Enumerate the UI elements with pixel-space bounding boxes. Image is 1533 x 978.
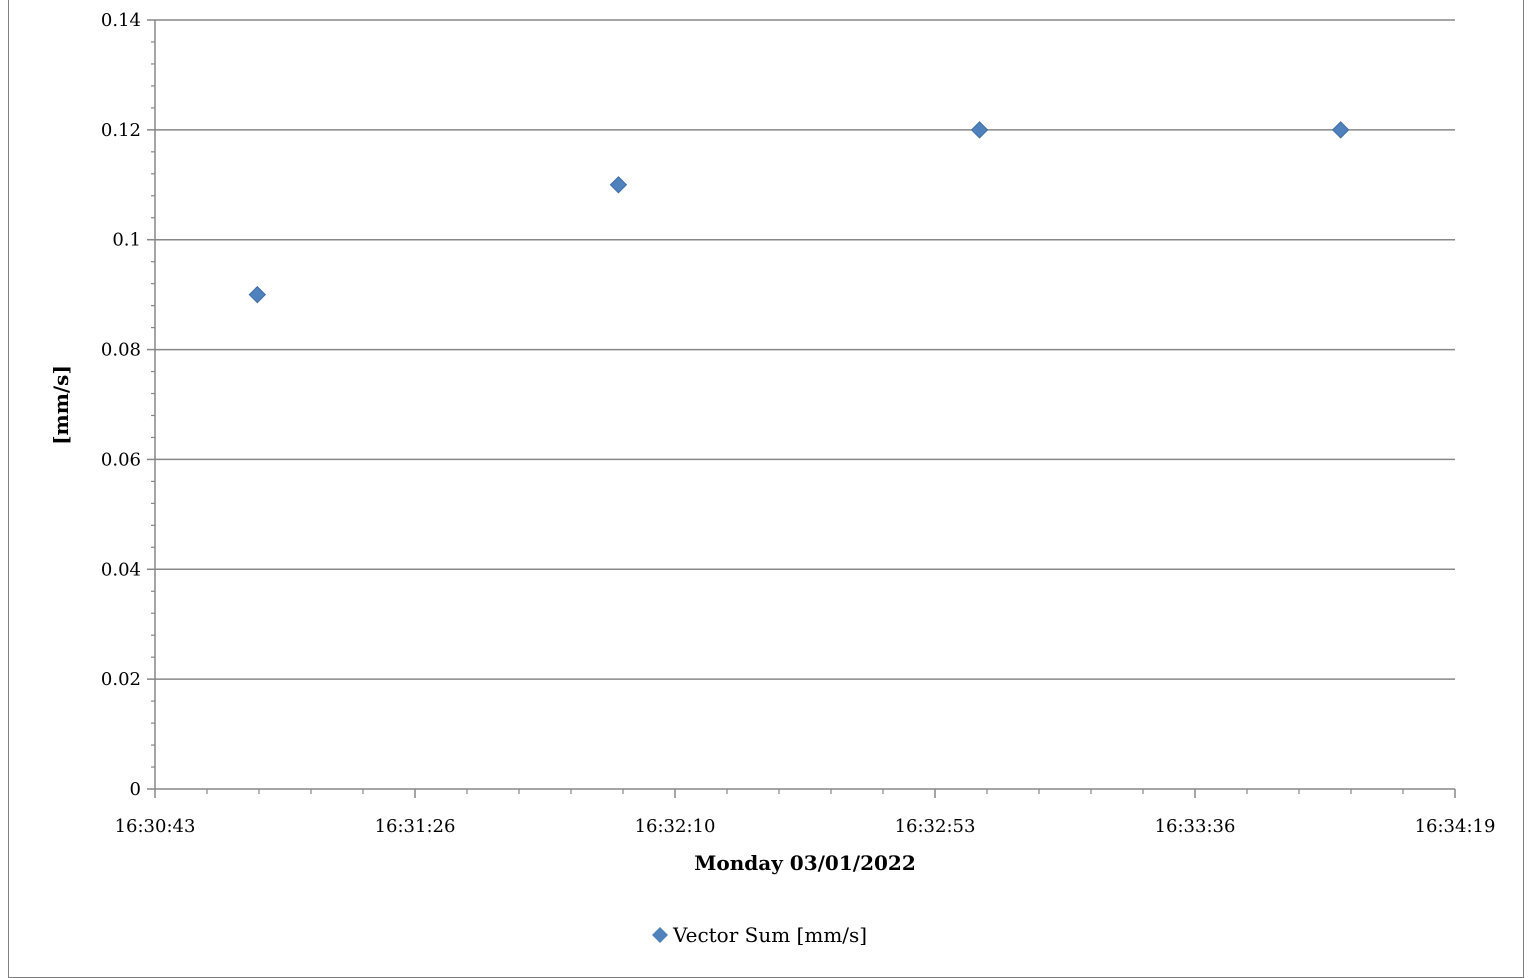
y-tick-labels: 0 0.02 0.04 0.06 0.08 0.1 0.12 0.14 — [101, 10, 141, 800]
x-tick-label: 16:34:19 — [1415, 816, 1496, 837]
grid-lines — [155, 19, 1455, 680]
y-tick-label: 0.04 — [101, 559, 141, 580]
data-point — [970, 121, 989, 139]
y-tick-label: 0.14 — [101, 10, 141, 31]
x-tick-label: 16:33:36 — [1155, 816, 1236, 837]
legend-label: Vector Sum [mm/s] — [672, 923, 867, 947]
legend: Vector Sum [mm/s] — [652, 923, 867, 947]
y-axis-title: [mm/s] — [49, 365, 73, 445]
y-tick-label: 0.1 — [112, 230, 141, 251]
x-tick-label: 16:32:53 — [895, 816, 976, 837]
x-tick-label: 16:32:10 — [635, 816, 716, 837]
chart-frame — [8, 0, 1524, 978]
y-tick-label: 0.08 — [101, 340, 141, 361]
legend-marker-diamond — [652, 927, 668, 943]
y-tick-label: 0.12 — [101, 120, 141, 141]
y-tick-label: 0.06 — [101, 449, 141, 470]
data-point — [248, 285, 267, 304]
x-tick-label: 16:30:43 — [115, 816, 196, 837]
axes — [147, 19, 1456, 798]
data-point — [609, 176, 628, 194]
x-tick-labels: 16:30:43 16:31:26 16:32:10 16:32:53 16:33:36… — [115, 816, 1496, 837]
y-tick-label: 0 — [130, 779, 141, 800]
data-point — [1331, 121, 1350, 139]
x-tick-label: 16:31:26 — [375, 816, 456, 837]
x-axis-title: Monday 03/01/2022 — [694, 851, 915, 875]
y-tick-label: 0.02 — [101, 669, 141, 690]
data-points — [248, 121, 1350, 304]
